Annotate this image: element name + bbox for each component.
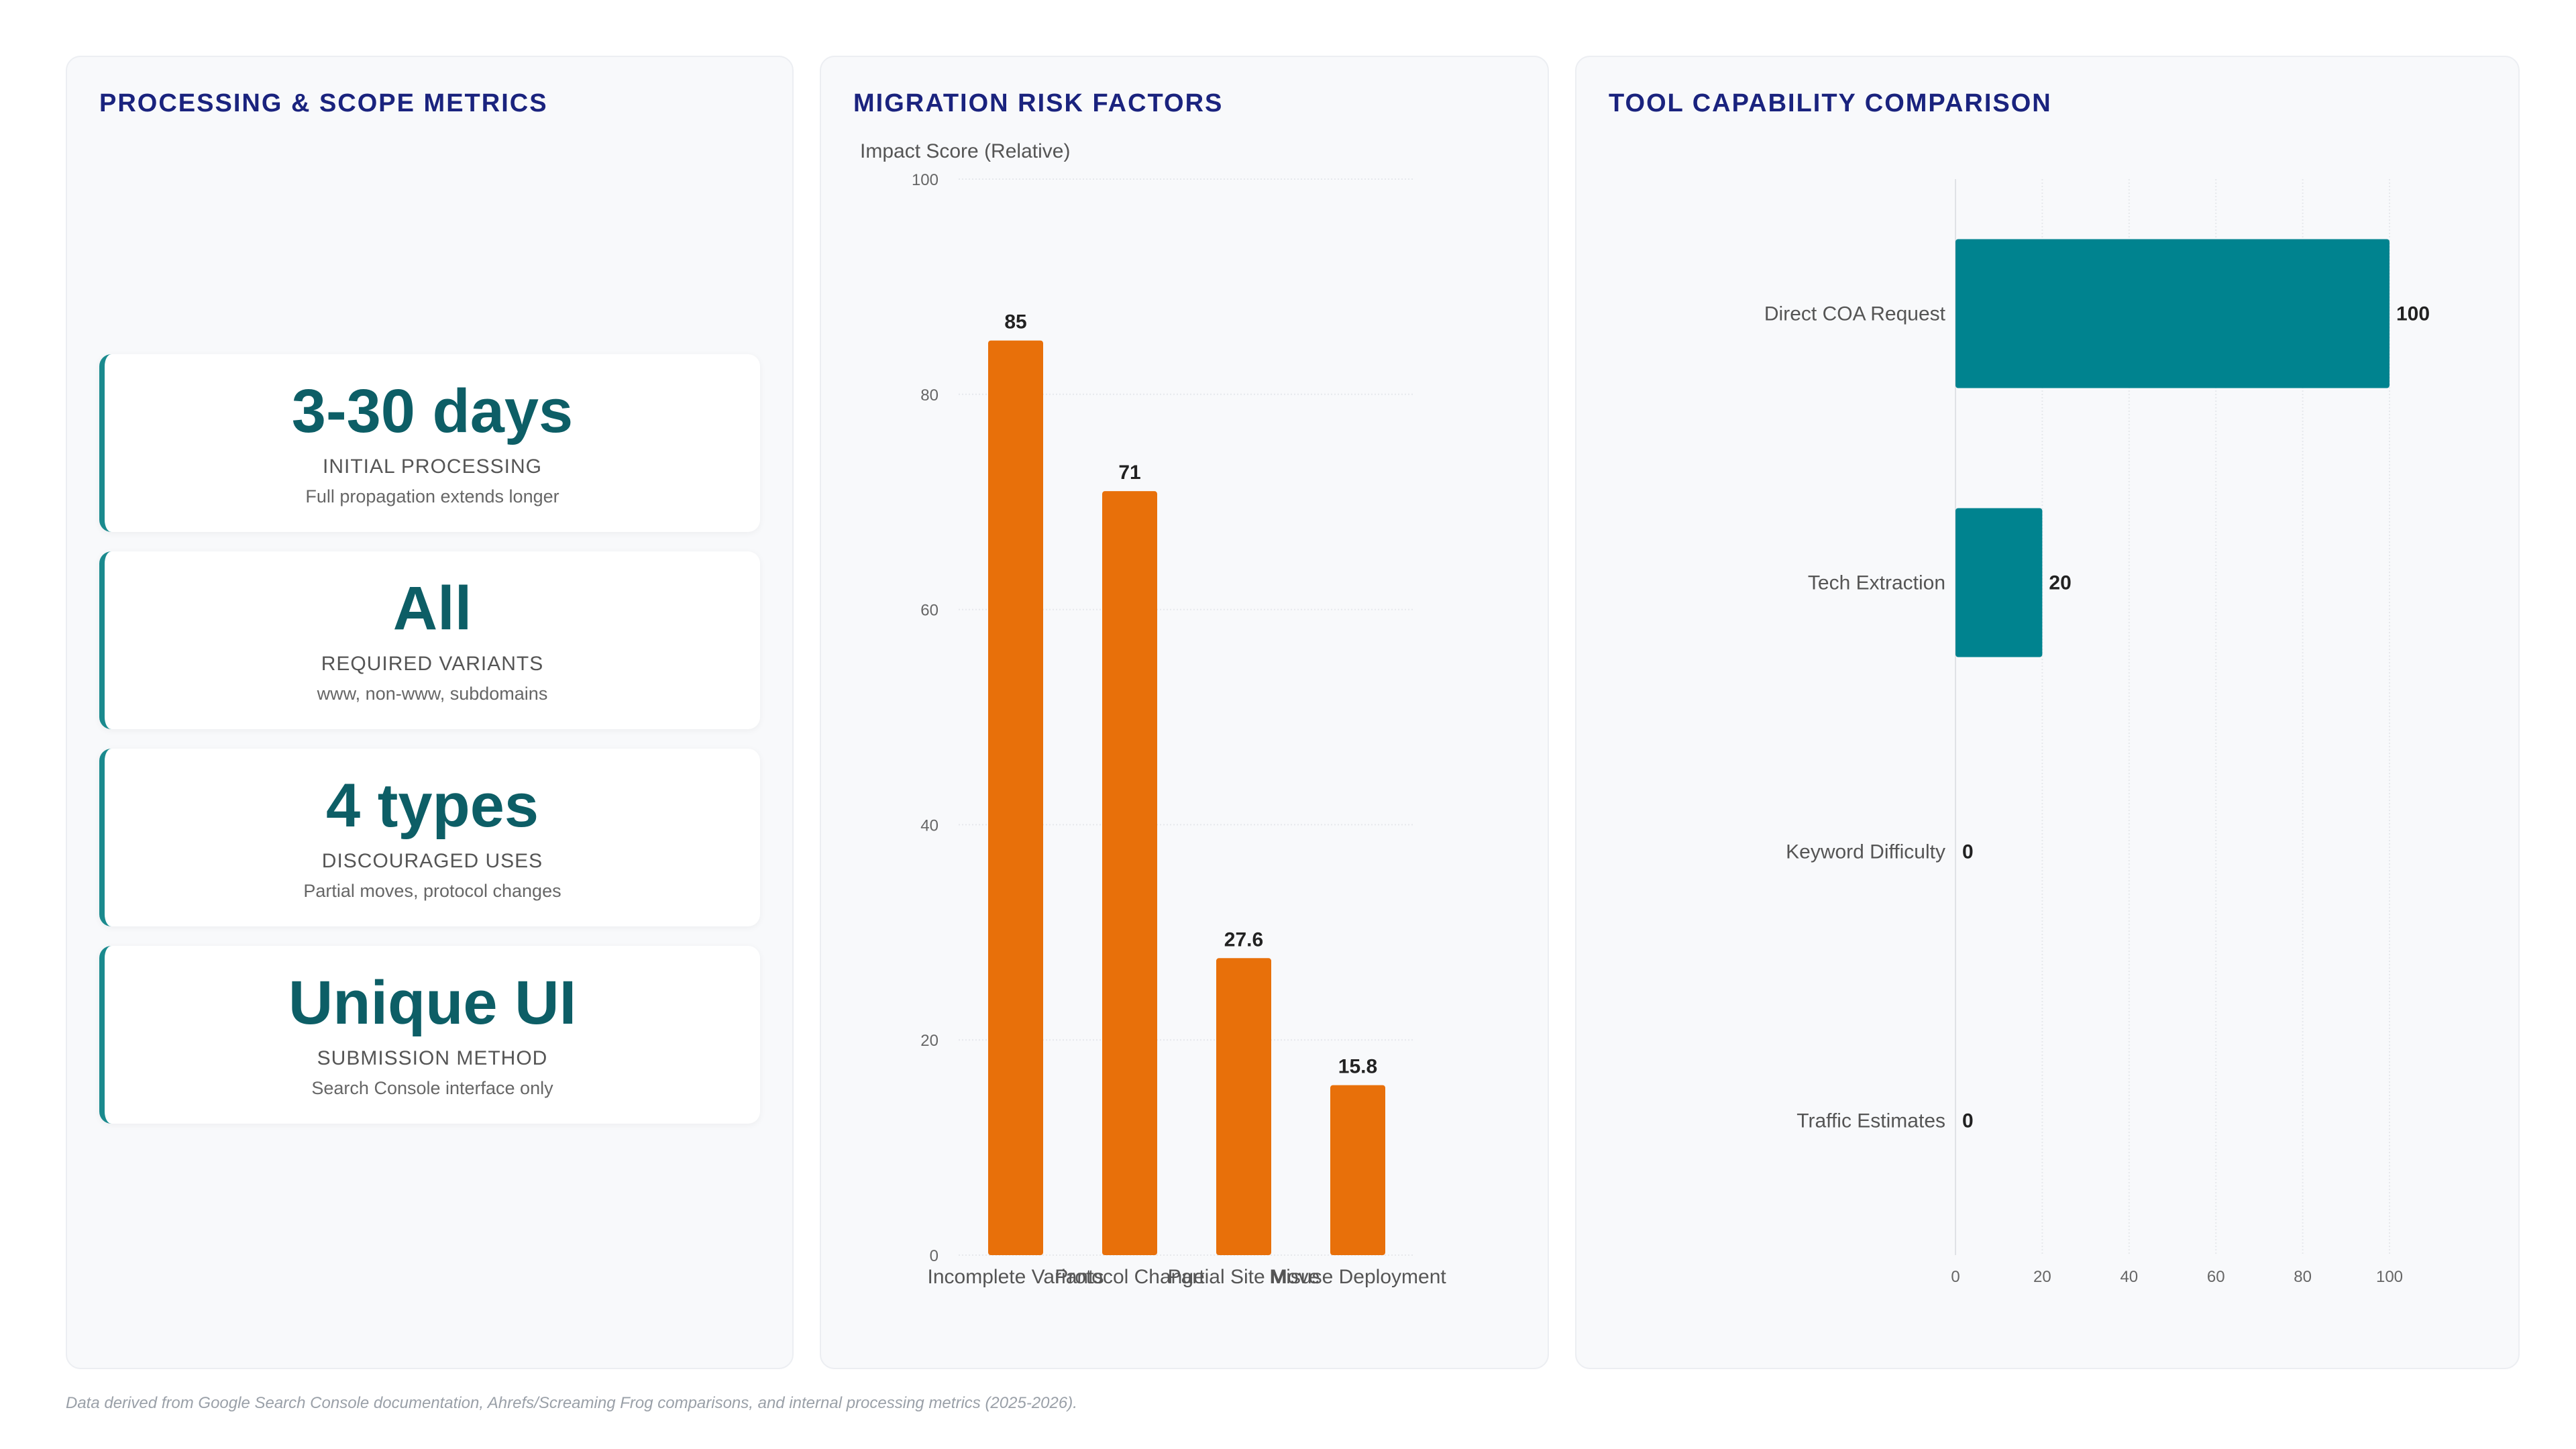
- y-axis-label: Impact Score (Relative): [860, 140, 1070, 162]
- risk-panel: MIGRATION RISK FACTORS Impact Score (Rel…: [820, 56, 1549, 1369]
- x-tick-label: 100: [2376, 1268, 2403, 1286]
- metric-value: Unique UI: [288, 969, 577, 1037]
- metric-card-submission: Unique UI SUBMISSION METHOD Search Conso…: [99, 946, 760, 1124]
- y-tick-label: Direct COA Request: [1764, 303, 1946, 325]
- y-tick-label: Traffic Estimates: [1796, 1110, 1945, 1132]
- risk-panel-title: MIGRATION RISK FACTORS: [853, 89, 1224, 117]
- x-tick-label: 20: [2033, 1268, 2051, 1286]
- metric-value: 4 types: [325, 771, 539, 840]
- metric-value: All: [392, 574, 472, 643]
- metrics-panel: PROCESSING & SCOPE METRICS 3-30 days INI…: [66, 56, 794, 1369]
- y-tick-label: 20: [920, 1032, 938, 1050]
- risk-bar: [1330, 1085, 1385, 1255]
- metric-sub: Search Console interface only: [311, 1078, 553, 1098]
- x-tick-label: 60: [2207, 1268, 2225, 1286]
- bar-value-label: 0: [1962, 841, 1974, 863]
- x-tick-label: Protocol Change: [1055, 1266, 1204, 1288]
- metric-sub: www, non-www, subdomains: [317, 684, 548, 704]
- bar-value-label: 100: [2396, 303, 2430, 325]
- tools-chart: 0 20 40 60 80 100 100 Direct COA Request 20 Tech …: [1764, 179, 2430, 1286]
- x-tick-label: 0: [1951, 1268, 1960, 1286]
- metric-label: REQUIRED VARIANTS: [321, 653, 544, 675]
- risk-bar: [1102, 491, 1157, 1256]
- x-tick-label: Partial Site Move: [1168, 1266, 1320, 1288]
- y-tick-label: 80: [920, 386, 938, 405]
- risk-bar: [988, 340, 1043, 1256]
- tools-panel-title: TOOL CAPABILITY COMPARISON: [1609, 89, 2052, 117]
- bar-value-label: 20: [2049, 572, 2071, 594]
- x-tick-label: 80: [2294, 1268, 2312, 1286]
- metric-sub: Full propagation extends longer: [305, 486, 559, 506]
- risk-bar: [1216, 958, 1271, 1255]
- y-tick-label: Keyword Difficulty: [1786, 841, 1945, 863]
- x-tick-label: Incomplete Variants: [928, 1266, 1104, 1288]
- y-tick-label: 60: [920, 602, 938, 620]
- x-tick-label: Misuse Deployment: [1269, 1266, 1446, 1288]
- y-tick-label: Tech Extraction: [1808, 572, 1945, 594]
- tools-panel: TOOL CAPABILITY COMPARISON 0 20 40 60 80 100 1…: [1575, 56, 2520, 1369]
- metric-card-discouraged: 4 types DISCOURAGED USES Partial moves, …: [99, 749, 760, 926]
- y-tick-label: 40: [920, 816, 938, 835]
- metric-sub: Partial moves, protocol changes: [303, 881, 561, 901]
- footnote: Data derived from Google Search Console …: [66, 1394, 1077, 1412]
- bar-value-label: 27.6: [1224, 928, 1263, 951]
- y-tick-label: 0: [930, 1247, 938, 1265]
- y-tick-label: 100: [912, 171, 938, 189]
- metric-label: INITIAL PROCESSING: [323, 455, 542, 478]
- metric-card-processing: 3-30 days INITIAL PROCESSING Full propag…: [99, 354, 760, 532]
- x-tick-label: 40: [2120, 1268, 2138, 1286]
- metric-label: DISCOURAGED USES: [321, 850, 543, 872]
- metric-label: SUBMISSION METHOD: [317, 1047, 548, 1069]
- bar-value-label: 15.8: [1338, 1056, 1377, 1078]
- metric-card-variants: All REQUIRED VARIANTS www, non-www, subd…: [99, 551, 760, 729]
- bar-value-label: 0: [1962, 1110, 1974, 1132]
- bar-value-label: 85: [1004, 311, 1026, 333]
- bar-value-label: 71: [1118, 462, 1140, 484]
- risk-chart: Impact Score (Relative) 0 20 40 60 80 100 85 Inc…: [860, 140, 1446, 1288]
- metrics-panel-title: PROCESSING & SCOPE METRICS: [99, 89, 548, 117]
- tool-bar: [1955, 508, 2043, 657]
- metric-value: 3-30 days: [291, 377, 574, 445]
- tool-bar: [1955, 239, 2390, 388]
